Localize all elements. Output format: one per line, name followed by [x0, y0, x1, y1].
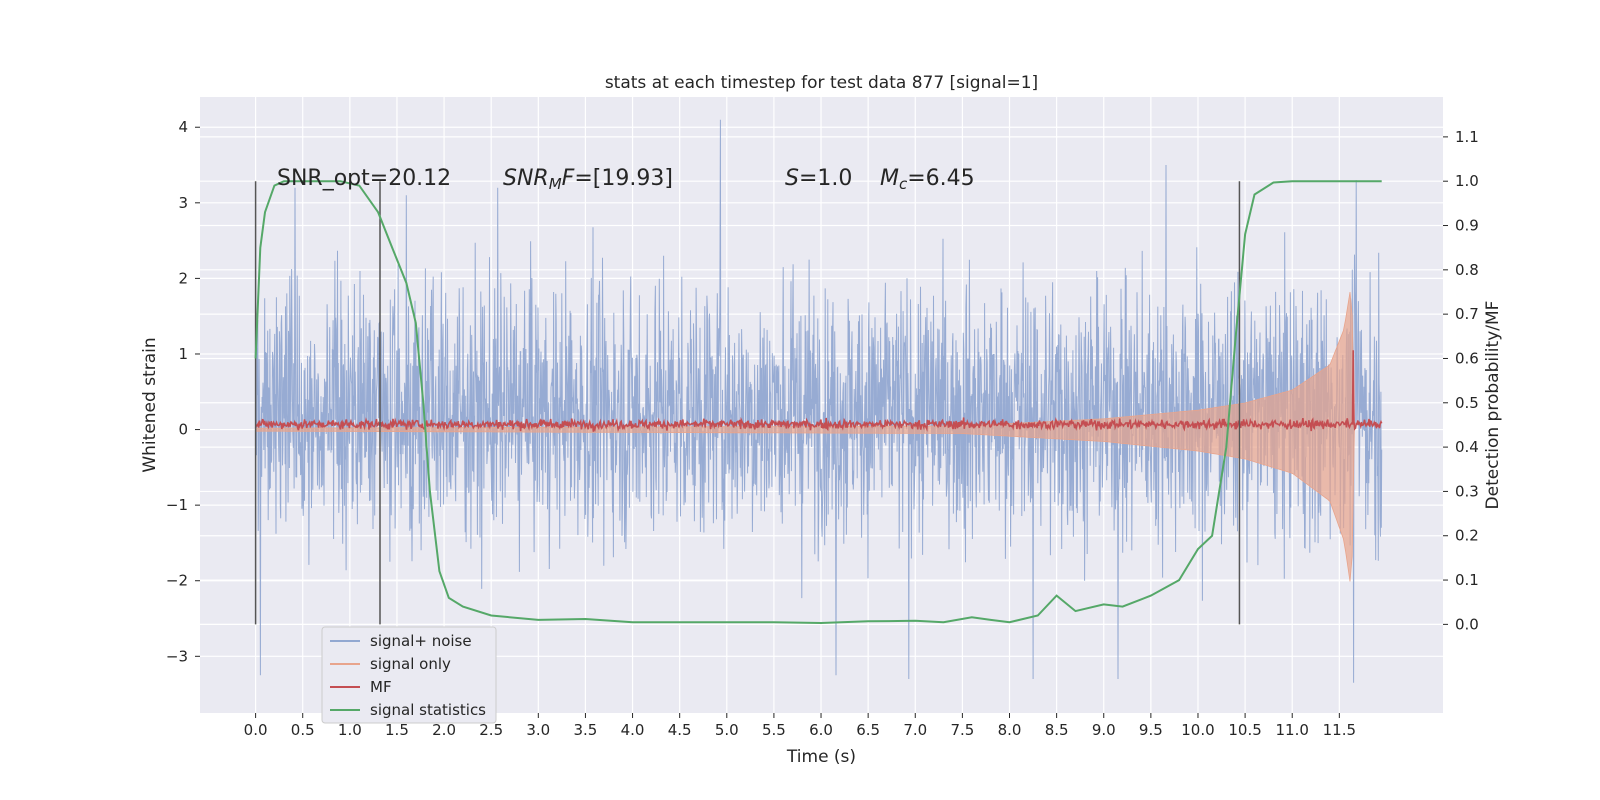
x-tick-label: 7.5	[950, 721, 974, 739]
annotation-s: S=1.0	[785, 166, 852, 191]
x-tick-label: 0.0	[244, 721, 268, 739]
legend-label-signal-only: signal only	[370, 655, 451, 673]
y-right-tick-label: 0.8	[1455, 261, 1479, 279]
y-axis-label-right: Detection probability/MF	[1483, 301, 1503, 510]
legend-label-mf: MF	[370, 678, 392, 696]
x-tick-label: 6.0	[809, 721, 833, 739]
y-right-tick-label: 1.1	[1455, 128, 1479, 146]
axis-ticks: 0.0 0.5 1.0 1.5 2.0 2.5 3.0 3.5 4.0 4.5 5.0 5.5 6.0 6…	[166, 118, 1479, 739]
annotation-snr-mf-math2: F	[562, 166, 575, 191]
x-tick-label: 3.5	[574, 721, 598, 739]
annotation-snr-mf: SNRMF=[19.93]	[503, 166, 673, 193]
y-tick-label: −1	[166, 496, 188, 514]
annotation-snr-mf-value: =[19.93]	[574, 166, 673, 191]
signal-noise-line	[255, 119, 1383, 683]
y-right-tick-label: 1.0	[1455, 172, 1479, 190]
x-tick-label: 0.5	[291, 721, 315, 739]
x-tick-label: 11.0	[1276, 721, 1309, 739]
y-right-tick-label: 0.7	[1455, 305, 1479, 323]
series-signal-noise	[255, 119, 1383, 683]
x-tick-label: 8.0	[998, 721, 1022, 739]
y-tick-label: 1	[178, 345, 188, 363]
x-tick-label: 4.0	[621, 721, 645, 739]
annotation-snr-opt: SNR_opt=20.12	[277, 166, 451, 191]
x-tick-label: 1.0	[338, 721, 362, 739]
annotation-snr-mf-sub: M	[549, 175, 562, 193]
y-right-tick-label: 0.4	[1455, 438, 1479, 456]
x-tick-label: 5.5	[762, 721, 786, 739]
y-axis-label: Whitened strain	[140, 337, 160, 472]
y-tick-label: 2	[178, 269, 188, 287]
x-tick-label: 5.0	[715, 721, 739, 739]
y-right-tick-label: 0.5	[1455, 394, 1479, 412]
mf-line	[254, 350, 1383, 433]
y-right-tick-label: 0.1	[1455, 571, 1479, 589]
x-tick-label: 10.5	[1228, 721, 1261, 739]
signal-statistics-line	[254, 180, 1382, 625]
x-tick-label: 8.5	[1045, 721, 1069, 739]
x-tick-label: 11.5	[1323, 721, 1356, 739]
legend-label-signal-noise: signal+ noise	[370, 632, 472, 650]
vertical-markers	[254, 181, 1241, 625]
y-right-tick-label: 0.2	[1455, 527, 1479, 545]
x-tick-label: 2.0	[432, 721, 456, 739]
x-tick-label: 4.5	[668, 721, 692, 739]
series-mf	[254, 350, 1383, 433]
x-tick-label: 10.0	[1181, 721, 1214, 739]
x-axis-label: Time (s)	[786, 747, 856, 767]
y-right-tick-label: 0.3	[1455, 482, 1479, 500]
x-tick-label: 3.0	[526, 721, 550, 739]
y-right-tick-label: 0.6	[1455, 349, 1479, 367]
annotation-s-value: =1.0	[799, 166, 852, 191]
legend-box	[321, 626, 497, 724]
x-tick-label: 2.5	[479, 721, 503, 739]
annotation-mc-value: =6.45	[907, 166, 974, 191]
y-tick-label: 3	[178, 194, 188, 212]
annotation-mc-sub: c	[899, 175, 908, 193]
annotation-mc: Mc=6.45	[880, 166, 975, 193]
annotation-mc-math: M	[880, 166, 899, 191]
x-tick-label: 6.5	[856, 721, 880, 739]
chart-title: stats at each timestep for test data 877…	[605, 73, 1038, 93]
y-tick-label: −3	[166, 647, 188, 665]
legend: signal+ noise signal only MF signal stat…	[321, 626, 497, 724]
annotation-s-math: S	[785, 166, 799, 191]
y-tick-label: 0	[178, 421, 188, 439]
x-tick-label: 9.5	[1139, 721, 1163, 739]
x-tick-label: 7.0	[903, 721, 927, 739]
x-tick-label: 1.5	[385, 721, 409, 739]
annotation-snr-mf-math: SNR	[503, 166, 549, 191]
series-signal-statistics	[254, 180, 1382, 625]
y-right-tick-label: 0.9	[1455, 217, 1479, 235]
x-tick-label: 9.0	[1092, 721, 1116, 739]
legend-label-signal-statistics: signal statistics	[370, 701, 486, 719]
y-right-tick-label: 0.0	[1455, 615, 1479, 633]
y-tick-label: −2	[166, 572, 188, 590]
y-tick-label: 4	[178, 118, 188, 136]
